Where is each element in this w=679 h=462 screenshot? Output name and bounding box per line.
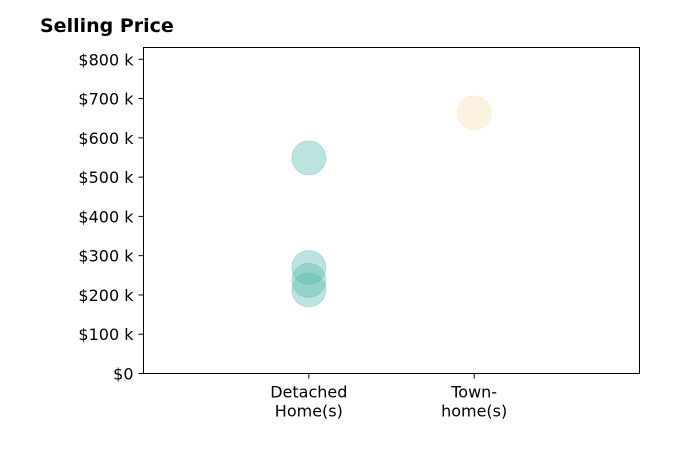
- data-point: [291, 140, 327, 176]
- data-points: [291, 95, 492, 308]
- chart-title: Selling Price: [40, 15, 174, 37]
- data-point: [456, 95, 492, 131]
- y-axis: $0 $100 k $200 k $300 k $400 k $500 k $600 k $7…: [78, 50, 144, 384]
- plot-frame: [143, 47, 640, 374]
- x-tick-label: Town-: [450, 383, 497, 402]
- y-tick-label: $800 k: [78, 50, 134, 69]
- y-tick-label: $700 k: [78, 90, 134, 109]
- x-tick-label: Detached: [270, 383, 347, 402]
- data-point: [291, 262, 327, 298]
- y-tick-label: $400 k: [78, 207, 134, 226]
- x-tick-label: home(s): [441, 402, 507, 421]
- y-tick-label: $100 k: [78, 325, 134, 344]
- y-tick-label: $600 k: [78, 129, 134, 148]
- y-tick-label: $0: [113, 365, 133, 384]
- data-point: [291, 272, 327, 308]
- y-tick-label: $500 k: [78, 168, 134, 187]
- y-tick-label: $300 k: [78, 247, 134, 266]
- y-tick-label: $200 k: [78, 286, 134, 305]
- data-point: [291, 249, 327, 285]
- x-tick-label: Home(s): [275, 402, 343, 421]
